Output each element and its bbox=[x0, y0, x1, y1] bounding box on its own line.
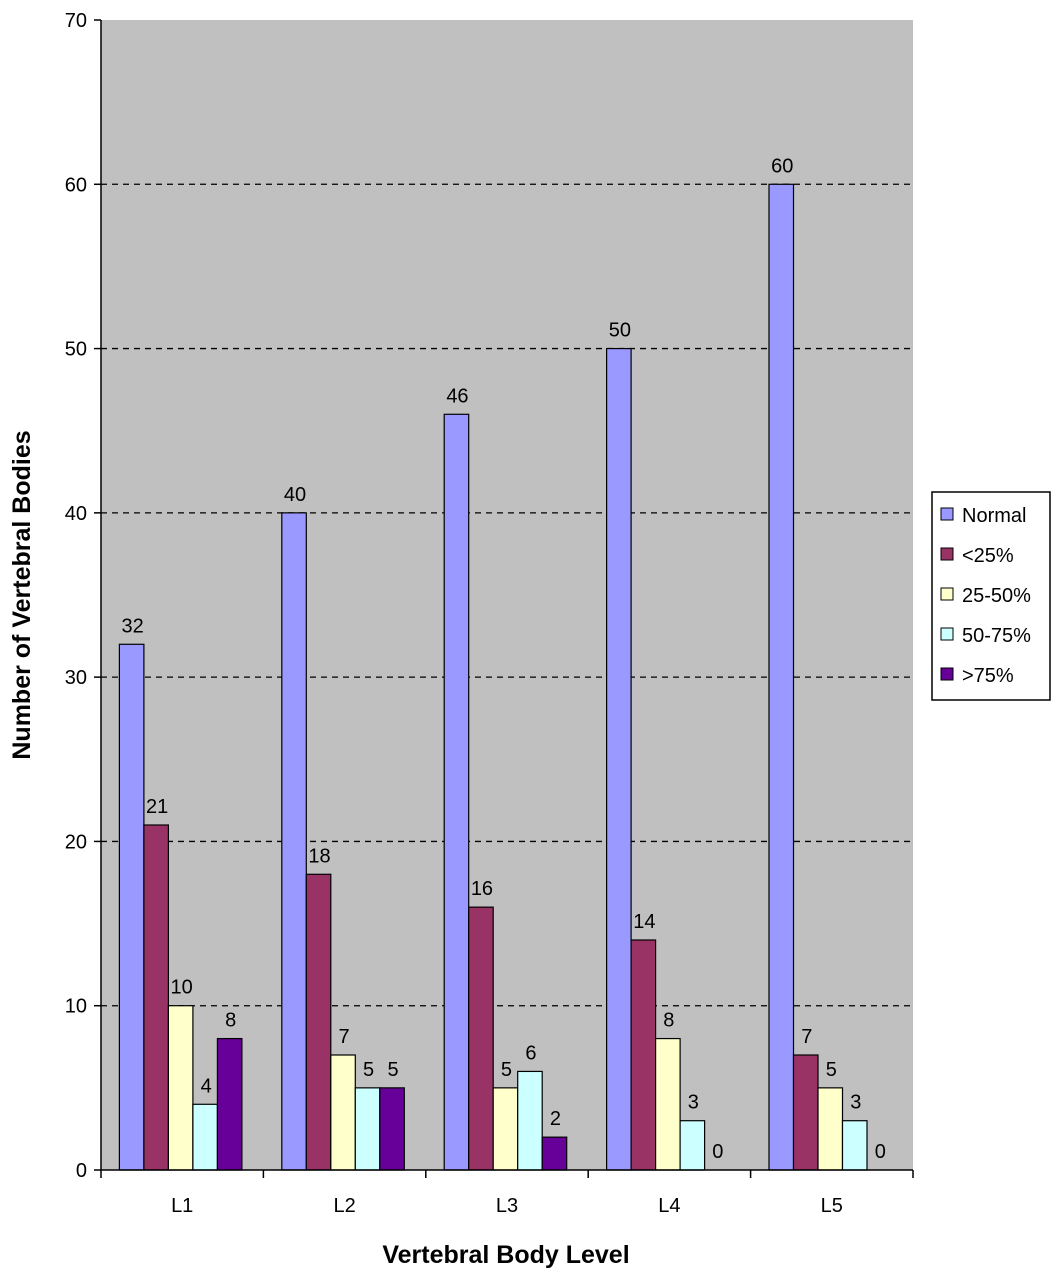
data-label: 0 bbox=[712, 1141, 723, 1163]
data-label: 10 bbox=[171, 977, 193, 999]
x-tick-label: L1 bbox=[171, 1195, 193, 1217]
bar bbox=[118, 643, 145, 1171]
data-label: 50 bbox=[609, 320, 631, 342]
legend-entry: 25-50% bbox=[962, 585, 1031, 607]
x-tick-label: L3 bbox=[496, 1195, 518, 1217]
y-tick-label: 60 bbox=[65, 174, 87, 196]
bar bbox=[379, 1087, 405, 1171]
x-tick-label: L4 bbox=[658, 1195, 680, 1217]
legend-swatch bbox=[940, 627, 954, 641]
legend-entry: <25% bbox=[962, 545, 1014, 567]
bar bbox=[305, 873, 332, 1171]
data-label: 60 bbox=[771, 155, 793, 177]
data-label: 14 bbox=[633, 911, 655, 933]
y-tick-label: 30 bbox=[65, 667, 87, 689]
bar bbox=[630, 939, 657, 1171]
y-tick-label: 50 bbox=[65, 339, 87, 361]
y-tick-label: 70 bbox=[65, 10, 87, 32]
bars bbox=[118, 183, 868, 1171]
legend-swatch bbox=[940, 547, 954, 561]
data-label: 7 bbox=[801, 1026, 812, 1048]
legend-entry: >75% bbox=[962, 665, 1014, 687]
legend-swatch bbox=[940, 667, 954, 681]
data-label: 7 bbox=[338, 1026, 349, 1048]
legend-swatch bbox=[940, 507, 954, 521]
x-axis-title: Vertebral Body Level bbox=[382, 1241, 629, 1269]
y-axis-title: Number of Vertebral Bodies bbox=[8, 430, 36, 759]
data-label: 21 bbox=[146, 796, 168, 818]
data-label: 5 bbox=[363, 1059, 374, 1081]
bar bbox=[443, 413, 470, 1171]
data-label: 3 bbox=[688, 1092, 699, 1114]
y-tick-label: 10 bbox=[65, 996, 87, 1018]
x-tick-label: L2 bbox=[333, 1195, 355, 1217]
data-label: 6 bbox=[525, 1042, 536, 1064]
data-label: 4 bbox=[201, 1075, 212, 1097]
legend: Normal <25% 25-50% 50-75% >75% bbox=[931, 491, 1051, 701]
legend-entry: Normal bbox=[962, 505, 1026, 527]
data-label: 46 bbox=[446, 385, 468, 407]
data-label: 3 bbox=[850, 1092, 861, 1114]
bar bbox=[492, 1087, 519, 1171]
y-tick-label: 40 bbox=[65, 503, 87, 525]
data-label: 32 bbox=[122, 615, 144, 637]
y-tick-label: 20 bbox=[65, 831, 87, 853]
data-label: 5 bbox=[387, 1059, 398, 1081]
bar bbox=[792, 1054, 819, 1171]
bar bbox=[354, 1087, 381, 1171]
bar bbox=[468, 906, 494, 1171]
bar bbox=[330, 1054, 356, 1171]
legend-entry: 50-75% bbox=[962, 625, 1031, 647]
bar bbox=[541, 1136, 568, 1171]
data-label: 2 bbox=[550, 1108, 561, 1130]
data-label: 5 bbox=[826, 1059, 837, 1081]
data-label: 0 bbox=[875, 1141, 886, 1163]
data-label: 8 bbox=[663, 1010, 674, 1032]
bar bbox=[654, 1037, 681, 1171]
bar bbox=[281, 512, 307, 1171]
bar bbox=[143, 824, 169, 1171]
data-label: 5 bbox=[501, 1059, 512, 1081]
x-tick-label: L5 bbox=[821, 1195, 843, 1217]
bar bbox=[216, 1037, 243, 1171]
data-label: 16 bbox=[471, 878, 493, 900]
bar bbox=[167, 1005, 194, 1171]
data-label: 18 bbox=[308, 845, 330, 867]
data-label: 8 bbox=[225, 1010, 236, 1032]
bar bbox=[192, 1103, 218, 1171]
bar bbox=[605, 347, 632, 1171]
bar bbox=[841, 1120, 868, 1171]
legend-swatch bbox=[940, 587, 954, 601]
data-label: 40 bbox=[284, 484, 306, 506]
y-tick-label: 0 bbox=[76, 1160, 87, 1182]
bar bbox=[517, 1070, 543, 1171]
bar bbox=[679, 1120, 706, 1171]
bar bbox=[768, 183, 795, 1171]
bar bbox=[817, 1087, 844, 1171]
